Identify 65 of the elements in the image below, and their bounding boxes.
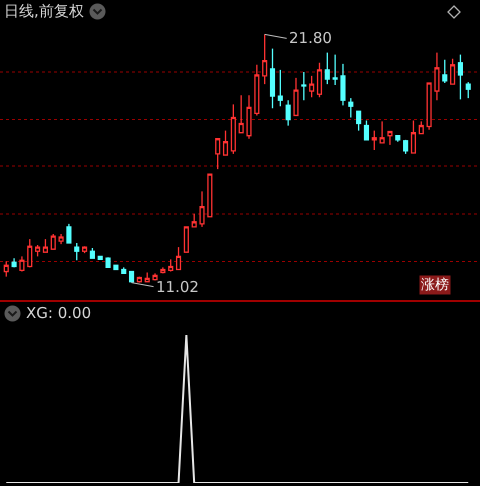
candlestick: [380, 120, 385, 144]
candlestick: [246, 94, 252, 140]
candlestick: [278, 69, 283, 107]
candlestick: [176, 246, 182, 270]
candlestick: [364, 120, 370, 140]
candlestick: [293, 77, 299, 116]
candlestick: [262, 34, 268, 85]
candlestick: [121, 266, 126, 274]
candlestick: [395, 135, 400, 142]
candlestick: [466, 81, 471, 99]
candlestick: [387, 130, 393, 146]
candlestick: [144, 272, 150, 282]
annotation: 涨榜: [421, 277, 449, 293]
candlestick: [82, 246, 88, 254]
candlestick: [105, 256, 111, 268]
chart-title: XG: 0.00: [26, 304, 92, 322]
candlestick: [168, 258, 174, 272]
candlestick: [332, 54, 338, 86]
candlestick: [230, 104, 236, 155]
candlestick: [410, 120, 416, 154]
annotation: 11.02: [156, 278, 199, 296]
candlestick: [442, 59, 448, 84]
candlestick: [207, 174, 212, 218]
candlestick: [348, 98, 354, 118]
candlestick: [356, 110, 362, 132]
candlestick: [12, 258, 17, 268]
candlestick: [160, 266, 166, 274]
candlestick: [184, 226, 189, 253]
candlestick: [58, 233, 64, 245]
candlestick: [66, 223, 72, 244]
candlestick: [340, 63, 346, 106]
candlestick: [90, 247, 95, 259]
candlestick: [458, 54, 463, 100]
candlestick: [50, 233, 56, 250]
candlestick: [238, 94, 244, 134]
candlestick: [434, 52, 440, 101]
candlestick: [286, 100, 291, 126]
candlestick: [403, 139, 408, 155]
candlestick: [316, 62, 322, 98]
candlestick: [42, 238, 48, 253]
chart-title: 日线,前复权: [4, 2, 84, 21]
candlestick: [426, 82, 432, 130]
candlestick: [450, 58, 456, 85]
candlestick: [222, 130, 228, 156]
candlestick: [74, 242, 80, 261]
candlestick: [270, 48, 276, 109]
candlestick: [4, 260, 9, 278]
candlestick: [309, 75, 314, 98]
candlestick: [324, 52, 330, 85]
candlestick: [136, 276, 142, 284]
candlestick: [19, 256, 24, 272]
candlestick: [418, 120, 424, 134]
candlestick: [199, 190, 205, 228]
candlestick: [254, 64, 260, 116]
annotation: 21.80: [289, 29, 332, 47]
candlestick: [128, 270, 134, 284]
candlestick: [215, 138, 220, 170]
candlestick: [152, 272, 158, 282]
candlestick: [27, 238, 32, 268]
candlestick: [192, 213, 197, 228]
candlestick: [301, 71, 306, 101]
candlestick: [98, 256, 103, 260]
candlestick: [372, 130, 377, 151]
candlestick: [35, 244, 40, 257]
candlestick: [113, 264, 118, 270]
